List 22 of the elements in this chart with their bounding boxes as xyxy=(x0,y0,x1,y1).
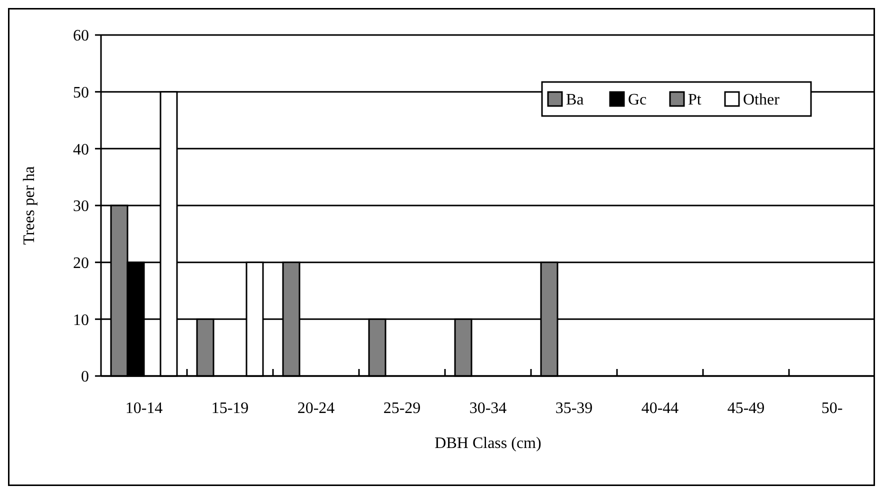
x-tick-label: 25-29 xyxy=(383,400,421,417)
y-tick-label: 10 xyxy=(73,312,89,329)
x-tick-label: 35-39 xyxy=(555,400,593,417)
legend-label: Ba xyxy=(566,92,584,109)
legend-label: Pt xyxy=(688,92,702,109)
legend-label: Other xyxy=(743,92,780,109)
x-tick-label: 45-49 xyxy=(727,400,765,417)
legend-label: Gc xyxy=(628,92,647,109)
y-tick-label: 0 xyxy=(81,368,89,386)
y-tick-label: 40 xyxy=(73,141,89,158)
y-tick-label: 60 xyxy=(73,28,89,45)
y-tick-label: 30 xyxy=(73,198,89,216)
x-tick-label: 40-44 xyxy=(641,400,679,417)
y-tick-label: 20 xyxy=(73,254,89,272)
x-tick-label: 20-24 xyxy=(297,400,335,417)
y-axis-title: Trees per ha xyxy=(21,166,38,245)
x-tick-label: 30-34 xyxy=(469,400,507,417)
x-tick-label: 10-14 xyxy=(125,400,163,417)
x-axis-title: DBH Class (cm) xyxy=(434,435,542,452)
x-tick-label: 50- xyxy=(821,400,843,417)
y-tick-label: 50 xyxy=(73,84,89,102)
x-tick-label: 15-19 xyxy=(211,400,249,417)
